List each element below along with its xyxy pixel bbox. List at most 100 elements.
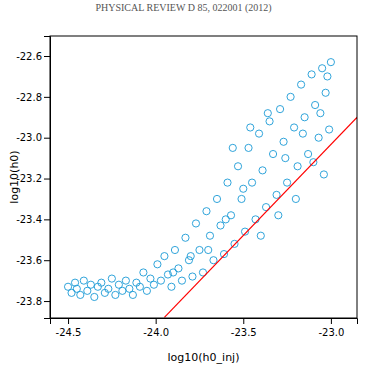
- point: [322, 89, 329, 96]
- tick: -23.8: [16, 296, 50, 307]
- title: PHYSICAL REVIEW D 85, 022001 (2012): [95, 2, 271, 14]
- point: [315, 134, 322, 141]
- tick: -23.0: [16, 132, 50, 143]
- tick: -23.5: [231, 318, 257, 338]
- tick: -24.5: [56, 318, 82, 338]
- point: [264, 110, 271, 117]
- point: [257, 232, 264, 239]
- point: [80, 277, 87, 284]
- point: [320, 171, 327, 178]
- point: [283, 179, 290, 186]
- point: [105, 285, 112, 292]
- point: [266, 118, 273, 125]
- y-axis-title: log10(h0): [8, 150, 21, 203]
- point: [143, 287, 150, 294]
- point: [178, 277, 185, 284]
- tick-mark: [44, 179, 50, 180]
- tick: -24.0: [143, 318, 169, 338]
- point: [224, 179, 231, 186]
- point: [170, 269, 177, 276]
- point: [98, 279, 105, 286]
- tick-mark: [44, 138, 50, 139]
- point: [229, 144, 236, 151]
- point: [269, 150, 276, 157]
- tick-mark: [44, 219, 50, 220]
- point: [119, 287, 126, 294]
- tick-label: -23.4: [16, 214, 42, 225]
- point: [136, 283, 143, 290]
- point: [324, 73, 331, 80]
- point: [238, 195, 245, 202]
- point: [213, 195, 220, 202]
- point: [327, 59, 334, 66]
- point: [255, 130, 262, 137]
- tick-label: -23.8: [16, 296, 42, 307]
- tick: -22.6: [16, 51, 50, 62]
- point: [154, 261, 161, 268]
- point: [122, 277, 129, 284]
- tick-mark: [243, 318, 244, 324]
- point: [305, 150, 312, 157]
- tick-label: -23.5: [231, 327, 257, 338]
- point: [301, 114, 308, 121]
- point: [299, 130, 306, 137]
- tick-label: -23.0: [16, 132, 42, 143]
- tick: -23.4: [16, 214, 50, 225]
- point: [248, 179, 255, 186]
- tick-label: -24.5: [56, 327, 82, 338]
- tick-mark: [68, 318, 69, 324]
- point: [77, 291, 84, 298]
- point: [192, 220, 199, 227]
- tick: -23.2: [16, 173, 50, 184]
- point: [171, 246, 178, 253]
- point: [168, 283, 175, 290]
- point: [185, 257, 192, 264]
- point: [287, 93, 294, 100]
- point: [292, 195, 299, 202]
- frame: [50, 36, 357, 318]
- tick-mark: [44, 97, 50, 98]
- point: [275, 212, 282, 219]
- point: [282, 155, 289, 162]
- axis-line: [51, 319, 358, 325]
- point: [205, 246, 212, 253]
- tick-mark: [44, 301, 50, 302]
- chart: PHYSICAL REVIEW D 85, 022001 (2012) -24.5…: [0, 0, 367, 369]
- point: [217, 222, 224, 229]
- tick-mark: [44, 260, 50, 261]
- point: [189, 273, 196, 280]
- point: [234, 163, 241, 170]
- point: [273, 191, 280, 198]
- point: [140, 269, 147, 276]
- tick-label: -22.8: [16, 92, 42, 103]
- point: [108, 275, 115, 282]
- tick-label: -23.6: [16, 255, 42, 266]
- plot-area: [64, 59, 357, 318]
- tick-mark: [44, 56, 50, 57]
- point: [312, 101, 319, 108]
- point: [280, 138, 287, 145]
- x-axis-title: log10(h0_inj): [168, 351, 240, 364]
- point: [206, 232, 213, 239]
- y-axis: -23.8 -23.6 -23.4 -23.2 -23.0 -22.8 -22.6: [16, 37, 50, 319]
- point: [157, 277, 164, 284]
- point: [245, 144, 252, 151]
- tick-label: -24.0: [143, 327, 169, 338]
- point: [294, 163, 301, 170]
- point: [240, 185, 247, 192]
- point: [298, 81, 305, 88]
- point: [182, 234, 189, 241]
- tick: -23.0: [318, 318, 344, 338]
- point: [308, 71, 315, 78]
- tick-label: -23.0: [318, 327, 344, 338]
- point: [210, 257, 217, 264]
- point: [276, 106, 283, 113]
- point: [259, 167, 266, 174]
- tick: -22.8: [16, 92, 50, 103]
- point: [129, 291, 136, 298]
- tick-mark: [331, 318, 332, 324]
- point: [161, 253, 168, 260]
- tick-mark: [156, 318, 157, 324]
- point: [91, 293, 98, 300]
- point: [319, 65, 326, 72]
